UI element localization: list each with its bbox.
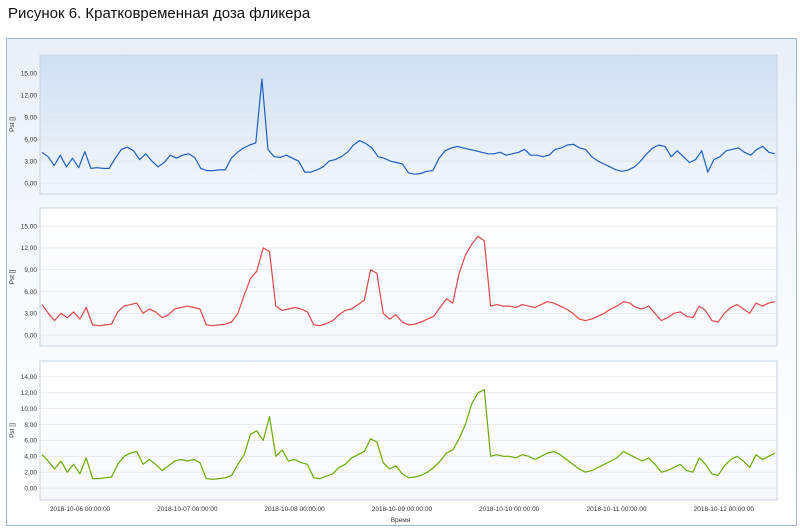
plot-area-2 <box>39 207 778 347</box>
x-tick-label: 2018-10-08 00:00:00 <box>264 506 325 513</box>
y-axis-label: Pst [] <box>9 117 16 132</box>
y-tick-label: 3,00 <box>24 158 37 165</box>
plot-area-3 <box>39 360 778 501</box>
plot-area-1 <box>39 54 778 195</box>
y-axis-label: Pst [] <box>9 269 16 284</box>
y-tick-label: 15,00 <box>21 71 38 78</box>
y-tick-label: 0,00 <box>24 332 37 339</box>
figure-caption: Рисунок 6. Кратковременная доза фликера <box>8 5 311 22</box>
x-axis-label: Время <box>391 517 411 524</box>
y-tick-label: 0,00 <box>24 180 37 187</box>
y-tick-label: 10,00 <box>21 406 38 413</box>
y-tick-label: 9,00 <box>24 267 37 274</box>
y-tick-label: 15,00 <box>21 223 38 230</box>
x-tick-label: 2018-10-11 00:00:00 <box>587 506 647 513</box>
x-tick-label: 2018-10-06 00:00:00 <box>50 506 111 513</box>
y-tick-label: 3,00 <box>24 311 37 318</box>
y-axis-label: Pst [] <box>9 423 16 438</box>
y-tick-label: 4,00 <box>24 454 37 461</box>
y-tick-label: 12,00 <box>21 93 38 100</box>
x-tick-label: 2018-10-07 00:00:00 <box>157 506 218 513</box>
x-tick-label: 2018-10-09 00:00:00 <box>372 506 433 513</box>
y-tick-label: 6,00 <box>24 136 37 143</box>
y-tick-label: 9,00 <box>24 114 37 121</box>
series-line-pst-phase-b <box>41 235 776 327</box>
y-tick-label: 12,00 <box>21 245 38 252</box>
series-line-pst-phase-a <box>41 78 776 175</box>
x-tick-label: 2018-10-10 00:00:00 <box>479 506 540 513</box>
x-tick-label: 2018-10-12 00:00:00 <box>694 506 755 513</box>
y-tick-label: 6,00 <box>24 289 37 296</box>
y-tick-label: 8,00 <box>24 422 37 429</box>
y-tick-label: 0,00 <box>24 485 37 492</box>
series-line-pst-phase-c <box>41 389 776 480</box>
y-tick-label: 2,00 <box>24 470 37 477</box>
y-tick-label: 14,00 <box>21 374 38 381</box>
y-tick-label: 12,00 <box>21 390 38 397</box>
y-tick-label: 6,00 <box>24 438 37 445</box>
